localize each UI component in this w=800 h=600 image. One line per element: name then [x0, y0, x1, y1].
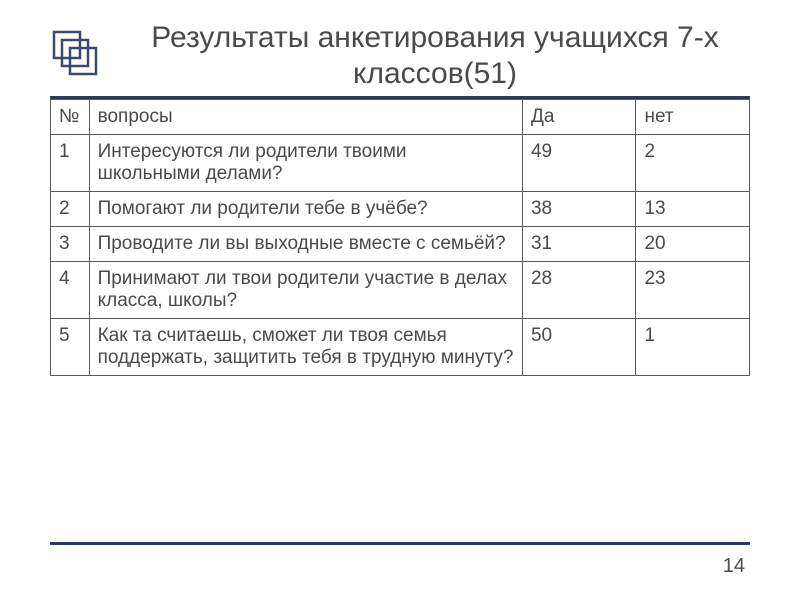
- footer-line: [50, 542, 750, 545]
- cell-num: 1: [51, 135, 90, 192]
- cell-num: 3: [51, 227, 90, 262]
- cell-question: Интересуются ли родители твоими школьным…: [89, 135, 522, 192]
- table-row: 4 Принимают ли твои родители участие в д…: [51, 262, 750, 319]
- cell-yes: 31: [522, 227, 636, 262]
- page-title: Результаты анкетирования учащихся 7-х кл…: [120, 20, 750, 92]
- cell-no: 20: [636, 227, 750, 262]
- header-question: вопросы: [89, 100, 522, 135]
- cell-question: Проводите ли вы выходные вместе с семьёй…: [89, 227, 522, 262]
- header-row: Результаты анкетирования учащихся 7-х кл…: [50, 20, 750, 92]
- cell-no: 13: [636, 192, 750, 227]
- cell-question: Принимают ли твои родители участие в дел…: [89, 262, 522, 319]
- header-num: №: [51, 100, 90, 135]
- cell-question: Помогают ли родители тебе в учёбе?: [89, 192, 522, 227]
- page-number: 14: [723, 555, 745, 578]
- cell-yes: 49: [522, 135, 636, 192]
- header-yes: Да: [522, 100, 636, 135]
- cell-yes: 28: [522, 262, 636, 319]
- header-no: нет: [636, 100, 750, 135]
- table-row: 3 Проводите ли вы выходные вместе с семь…: [51, 227, 750, 262]
- cell-num: 2: [51, 192, 90, 227]
- cell-question: Как та считаешь, сможет ли твоя семья по…: [89, 319, 522, 376]
- cell-no: 2: [636, 135, 750, 192]
- cell-no: 1: [636, 319, 750, 376]
- table-row: 5 Как та считаешь, сможет ли твоя семья …: [51, 319, 750, 376]
- logo-icon: [50, 28, 100, 78]
- cell-no: 23: [636, 262, 750, 319]
- cell-num: 4: [51, 262, 90, 319]
- cell-yes: 38: [522, 192, 636, 227]
- table-header-row: № вопросы Да нет: [51, 100, 750, 135]
- cell-yes: 50: [522, 319, 636, 376]
- table-row: 1 Интересуются ли родители твоими школьн…: [51, 135, 750, 192]
- table-row: 2 Помогают ли родители тебе в учёбе? 38 …: [51, 192, 750, 227]
- cell-num: 5: [51, 319, 90, 376]
- survey-table: № вопросы Да нет 1 Интересуются ли родит…: [50, 99, 750, 376]
